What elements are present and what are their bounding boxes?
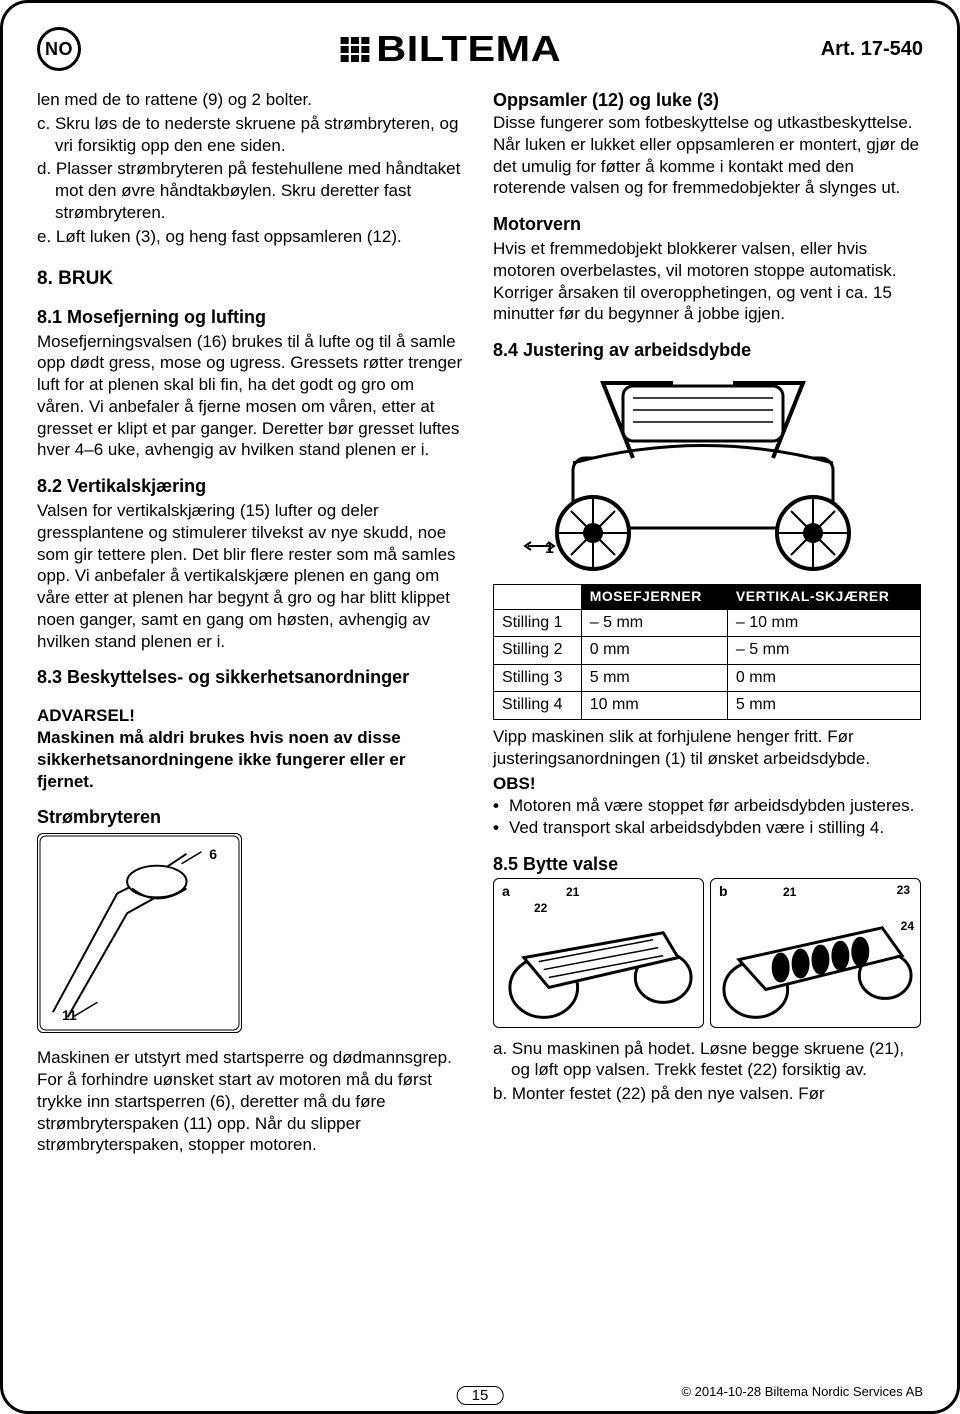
machine-diagram-icon: 1 xyxy=(493,368,921,578)
table-head-mosefjerner: MOSEFJERNER xyxy=(581,585,727,610)
warning-body: Maskinen må aldri brukes hvis noen av di… xyxy=(37,727,465,792)
figure-label-22: 22 xyxy=(534,901,547,916)
motorvern-body: Hvis et fremmedobjekt blokkerer valsen, … xyxy=(493,238,921,325)
list-item: e. Løft luken (3), og heng fast oppsamle… xyxy=(55,226,465,248)
figure-label-23: 23 xyxy=(897,883,910,898)
figure-label-21a: 21 xyxy=(566,885,579,900)
footer: © 2014-10-28 Biltema Nordic Services AB xyxy=(37,1384,923,1399)
section-8-5-list: a. Snu maskinen på hodet. Løsne begge sk… xyxy=(493,1038,921,1105)
oppsamler-title: Oppsamler (12) og luke (3) xyxy=(493,89,921,112)
strombryter-figure: 6 11 xyxy=(37,833,242,1033)
content-columns: len med de to rattene (9) og 2 bolter. c… xyxy=(37,89,923,1160)
obs-list: Motoren må være stoppet før arbeidsdybde… xyxy=(493,795,921,839)
depth-table: MOSEFJERNER VERTIKAL-SKJÆRER Stilling 1 … xyxy=(493,584,921,720)
list-item: Motoren må være stoppet før arbeidsdybde… xyxy=(513,795,921,817)
table-row: Stilling 1 – 5 mm – 10 mm xyxy=(494,610,921,637)
brand-logo: BILTEMA xyxy=(341,28,562,70)
table-row: Stilling 2 0 mm – 5 mm xyxy=(494,637,921,664)
section-8-5-title: 8.5 Bytte valse xyxy=(493,853,921,876)
section-8-4-title: 8.4 Justering av arbeidsdybde xyxy=(493,339,921,362)
article-number: Art. 17-540 xyxy=(821,38,923,61)
right-column: Oppsamler (12) og luke (3) Disse fungere… xyxy=(493,89,921,1160)
bytte-valse-figures: a 21 22 b xyxy=(493,878,921,1028)
brand-squares-icon xyxy=(341,37,370,62)
section-8-1-body: Mosefjerningsvalsen (16) brukes til å lu… xyxy=(37,331,465,462)
motorvern-title: Motorvern xyxy=(493,213,921,236)
figure-a: a 21 22 xyxy=(493,878,704,1028)
page: NO BILTEMA Art. 17-540 len med de to rat… xyxy=(0,0,960,1414)
list-item: a. Snu maskinen på hodet. Løsne begge sk… xyxy=(511,1038,921,1082)
figure-label-11: 11 xyxy=(62,1007,77,1025)
figure-label-21b: 21 xyxy=(783,885,796,900)
section-8-2-title: 8.2 Vertikalskjæring xyxy=(37,475,465,498)
intro-list: len med de to rattene (9) og 2 bolter. c… xyxy=(37,89,465,247)
table-head-blank xyxy=(494,585,582,610)
section-8-2-body: Valsen for vertikalskjæring (15) lufter … xyxy=(37,500,465,652)
list-item: len med de to rattene (9) og 2 bolter. xyxy=(55,89,465,111)
section-8-title: 8. BRUK xyxy=(37,267,465,291)
section-8-3-title: 8.3 Beskyttelses- og sikkerhetsanordning… xyxy=(37,666,465,689)
after-table-text: Vipp maskinen slik at forhjulene henger … xyxy=(493,726,921,770)
machine-figure: 1 xyxy=(493,368,921,578)
figure-label-b: b xyxy=(719,883,728,901)
brand-text: BILTEMA xyxy=(376,28,561,70)
table-row: Stilling 4 10 mm 5 mm xyxy=(494,692,921,719)
strombryter-body: Maskinen er utstyrt med startsperre og d… xyxy=(37,1047,465,1156)
table-row: Stilling 3 5 mm 0 mm xyxy=(494,664,921,691)
obs-heading: OBS! xyxy=(493,773,921,795)
table-head-vertikal: VERTIKAL-SKJÆRER xyxy=(727,585,920,610)
figure-label-24: 24 xyxy=(901,919,914,934)
oppsamler-body: Disse fungerer som fotbeskyttelse og utk… xyxy=(493,112,921,199)
list-item: b. Monter festet (22) på den nye valsen.… xyxy=(511,1083,921,1105)
left-column: len med de to rattene (9) og 2 bolter. c… xyxy=(37,89,465,1160)
figure-label-a: a xyxy=(502,883,510,901)
figure-b: b 21 23 24 xyxy=(710,878,921,1028)
roller-b-icon xyxy=(711,878,920,1027)
list-item: c. Skru løs de to nederste skruene på st… xyxy=(55,113,465,157)
list-item: Ved transport skal arbeidsdybden være i … xyxy=(513,817,921,839)
strombryter-title: Strømbryteren xyxy=(37,806,465,829)
section-8-1-title: 8.1 Mosefjerning og lufting xyxy=(37,306,465,329)
language-badge: NO xyxy=(37,27,81,71)
warning-heading: ADVARSEL! xyxy=(37,705,465,727)
header: NO BILTEMA Art. 17-540 xyxy=(37,27,923,71)
list-item: d. Plasser strømbryteren på festehullene… xyxy=(55,158,465,223)
copyright: © 2014-10-28 Biltema Nordic Services AB xyxy=(681,1384,923,1399)
roller-a-icon xyxy=(494,878,703,1027)
figure-label-6: 6 xyxy=(209,846,217,864)
